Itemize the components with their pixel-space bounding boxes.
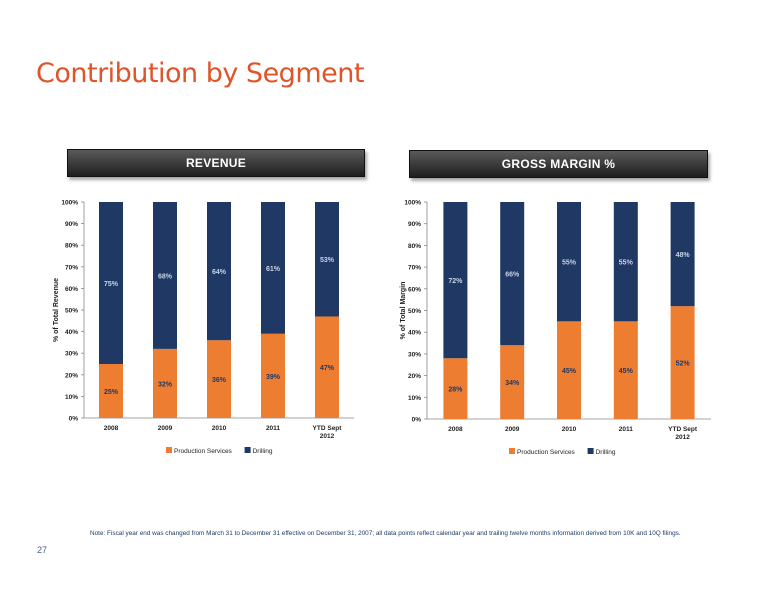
x-tick-label: YTD Sept (313, 425, 343, 432)
bar-production-services (670, 306, 695, 419)
y-tick-label: 20% (408, 373, 421, 380)
y-tick-label: 0% (412, 417, 422, 424)
y-tick-label: 20% (65, 372, 78, 379)
footnote: Note: Fiscal year end was changed from M… (90, 530, 681, 537)
data-label-drilling: 61% (266, 266, 281, 273)
y-tick-label: 40% (408, 330, 421, 337)
data-label-drilling: 75% (104, 281, 119, 288)
bar-production-services (99, 364, 123, 418)
bar-drilling (613, 202, 638, 322)
y-tick-label: 50% (65, 308, 78, 315)
data-label-drilling: 66% (505, 272, 520, 279)
bar-drilling (500, 202, 525, 346)
bar-production-services (500, 345, 525, 419)
y-tick-label: 100% (61, 200, 78, 207)
x-tick-label-line2: 2012 (675, 434, 690, 441)
bar-drilling (315, 202, 339, 317)
data-label-drilling: 53% (320, 257, 335, 264)
y-tick-label: 80% (408, 243, 421, 250)
data-label-production: 39% (266, 374, 281, 381)
legend-label-drilling: Drilling (596, 449, 616, 456)
data-label-drilling: 64% (212, 269, 227, 276)
x-tick-label-line2: 2012 (320, 433, 335, 440)
data-label-production: 34% (505, 380, 520, 387)
data-label-production: 32% (158, 381, 173, 388)
legend-swatch-production (509, 448, 515, 454)
bar-drilling (261, 202, 285, 334)
bar-drilling (207, 202, 231, 341)
legend-swatch-production (166, 447, 172, 453)
bar-drilling (443, 202, 468, 359)
y-tick-label: 70% (408, 265, 421, 272)
y-tick-label: 10% (408, 395, 421, 402)
y-tick-label: 40% (65, 329, 78, 336)
y-axis-label: % of Total Revenue (53, 278, 60, 342)
data-label-production: 47% (320, 365, 335, 372)
gross-margin-chart-header: GROSS MARGIN % (409, 150, 708, 178)
bar-drilling (99, 202, 123, 364)
y-tick-label: 90% (408, 221, 421, 228)
bar-production-services (443, 358, 468, 419)
legend-swatch-drilling (587, 448, 594, 454)
bar-drilling (557, 202, 581, 322)
page-title: Contribution by Segment (36, 58, 364, 89)
bar-production-services (153, 348, 177, 418)
data-label-drilling: 48% (676, 252, 691, 259)
x-tick-label: 2009 (158, 425, 173, 432)
y-tick-label: 80% (65, 243, 78, 250)
legend-label-drilling: Drilling (253, 448, 273, 455)
y-tick-label: 0% (69, 416, 79, 423)
bar-production-services (207, 340, 231, 418)
y-tick-label: 50% (408, 308, 421, 315)
legend-label-production: Production Services (174, 448, 233, 455)
data-label-production: 28% (448, 387, 463, 394)
x-tick-label: 2008 (448, 426, 463, 433)
bar-production-services (315, 316, 339, 418)
x-tick-label: 2009 (505, 426, 520, 433)
x-tick-label: 2011 (266, 425, 280, 432)
bar-production-services (613, 321, 638, 419)
y-tick-label: 30% (65, 351, 78, 358)
data-label-drilling: 55% (562, 260, 577, 267)
x-tick-label: 2011 (619, 426, 633, 433)
data-label-drilling: 72% (448, 278, 463, 285)
x-tick-label: YTD Sept (668, 426, 698, 433)
bar-production-services (557, 321, 581, 419)
bar-production-services (261, 333, 285, 418)
bar-drilling (153, 202, 177, 349)
data-label-production: 45% (619, 368, 634, 375)
revenue-chart-header: REVENUE (67, 149, 365, 177)
y-tick-label: 100% (404, 200, 421, 207)
y-tick-label: 60% (65, 286, 78, 293)
data-label-production: 45% (562, 368, 577, 375)
x-tick-label: 2008 (104, 425, 119, 432)
data-label-drilling: 55% (619, 260, 634, 267)
legend-label-production: Production Services (517, 449, 576, 456)
bar-drilling (670, 202, 695, 307)
data-label-production: 25% (104, 389, 119, 396)
gross-margin-chart: 0% 10% 20% 30% 40% 50% 60% 70% 80% 90% 100% % of To… (400, 200, 711, 456)
y-tick-label: 10% (65, 394, 78, 401)
y-tick-label: 60% (408, 286, 421, 293)
y-axis-label: % of Total Margin (400, 282, 407, 340)
page-number: 27 (37, 545, 48, 555)
data-label-drilling: 68% (158, 273, 173, 280)
x-tick-label: 2010 (212, 425, 227, 432)
y-tick-label: 90% (65, 221, 78, 228)
y-tick-label: 30% (408, 351, 421, 358)
y-tick-label: 70% (65, 264, 78, 271)
data-label-production: 36% (212, 377, 227, 384)
revenue-chart: 0% 10% 20% 30% 40% 50% 60% 70% 80% 90% 100% % of To… (53, 200, 354, 455)
x-tick-label: 2010 (562, 426, 577, 433)
legend-swatch-drilling (244, 447, 251, 453)
data-label-production: 52% (676, 361, 691, 368)
